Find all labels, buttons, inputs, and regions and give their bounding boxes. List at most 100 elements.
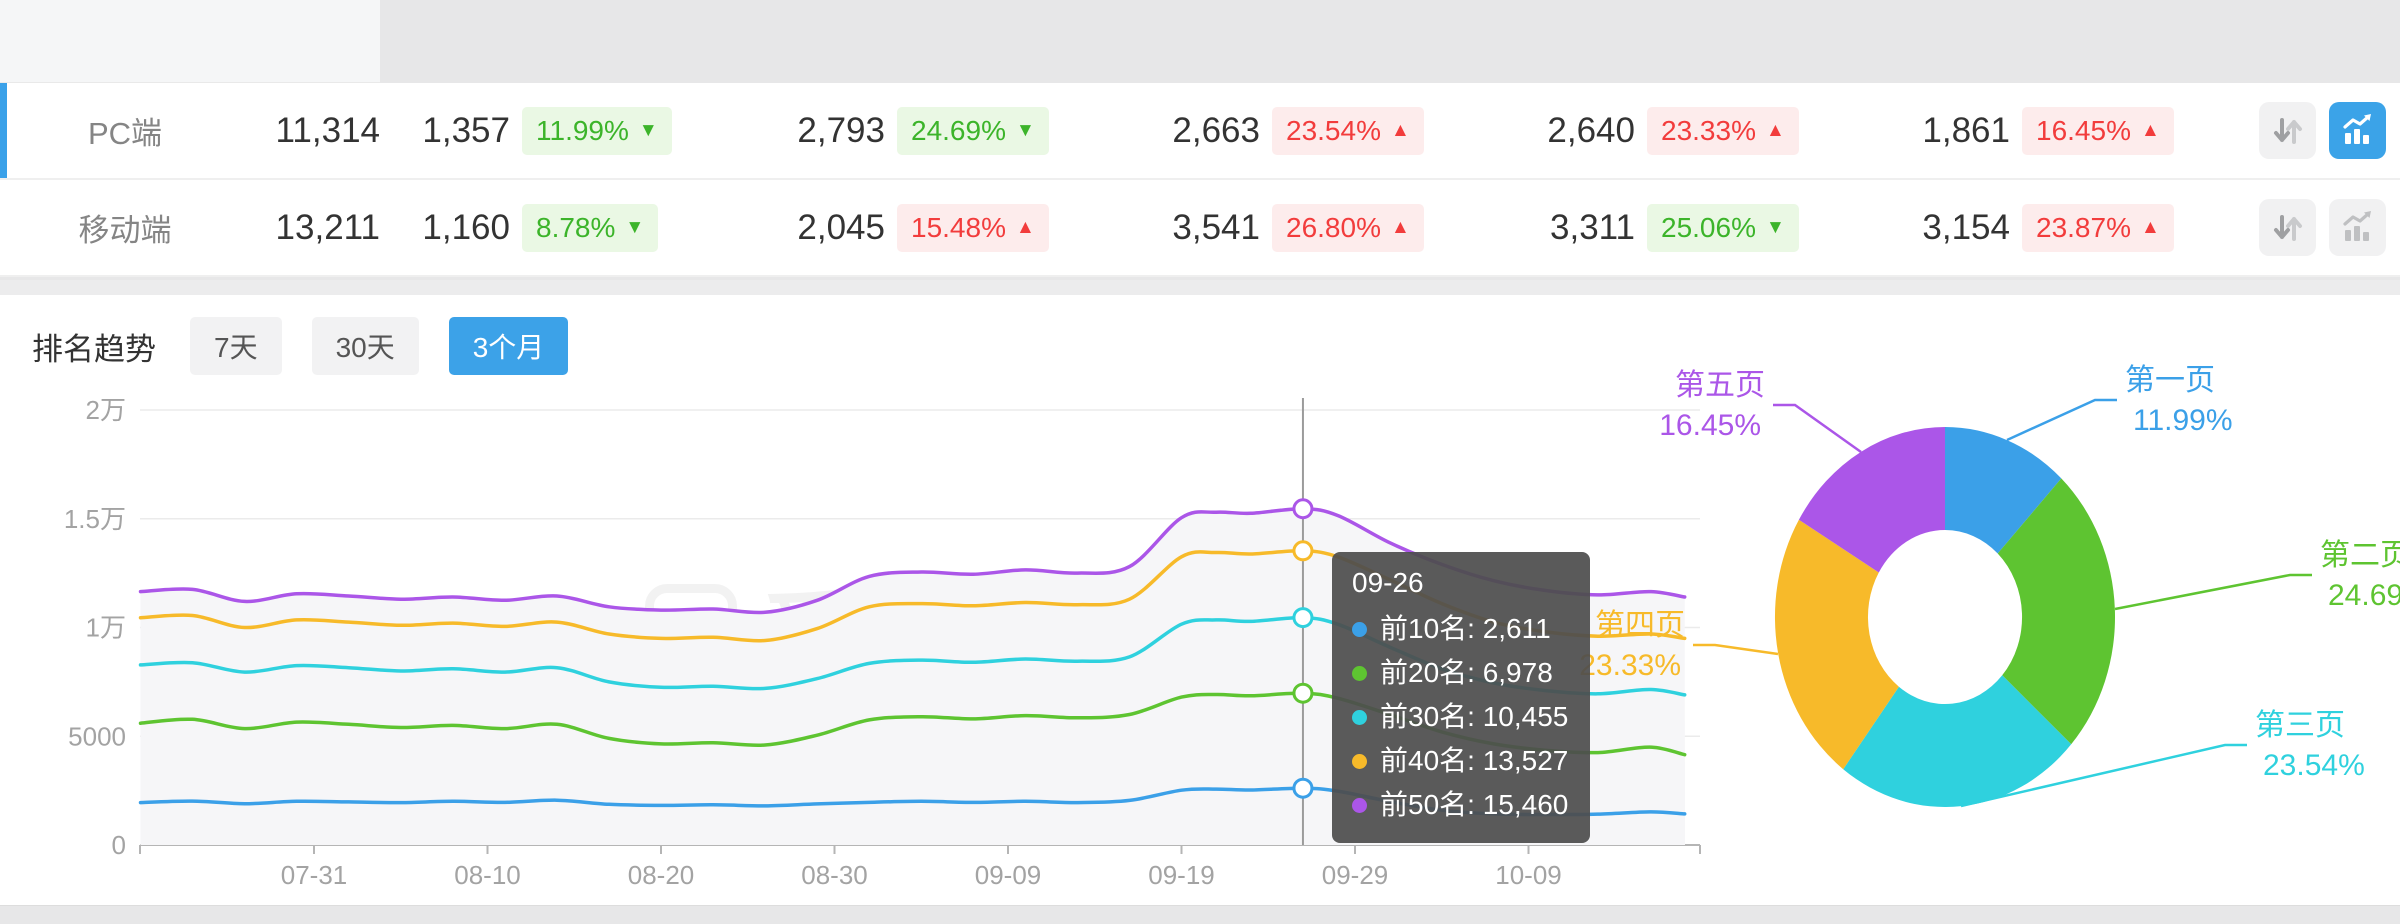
tooltip-value: 前50名: 15,460 [1380,789,1569,820]
sort-arrows-icon [2273,117,2302,144]
page3-change-cell: 26.80% ▲ [1260,203,1505,252]
change-percent: 15.48% [911,211,1006,243]
y-axis-tick-label: 2万 [86,395,126,425]
y-axis-tick-label: 1.5万 [64,504,126,534]
donut-label-line-第一页 [2006,398,2117,442]
chart-tooltip: 09-26 前10名: 2,611 前20名: 6,978 前30名: 10,455… [1332,552,1591,843]
crosshair-marker-前10名 [1292,777,1314,799]
show-trend-button[interactable] [2329,199,2386,256]
donut-slice-第三页[interactable] [1843,675,2072,808]
page3-count: 3,541 [1172,207,1260,247]
donut-label-name: 第一页 [2125,364,2215,397]
tooltip-row: 前50名: 15,460 [1352,783,1568,827]
change-percent: 23.33% [1661,114,1756,146]
page5-count: 3,154 [1922,207,2010,247]
change-badge: 11.99% ▼ [522,106,672,155]
change-percent: 26.80% [1286,211,1381,243]
page-bottom-background [0,905,2400,924]
donut-slice-第一页[interactable] [1945,427,2062,554]
change-percent: 24.69% [911,114,1006,146]
donut-label-line-第三页 [1960,743,2247,808]
donut-slice-第二页[interactable] [1997,478,2116,745]
y-axis-tick-label: 0 [112,830,126,860]
series-dot-icon [1352,665,1367,681]
trend-title: 排名趋势 [32,331,156,367]
sort-arrows-icon [2273,214,2302,241]
crosshair-marker-前40名 [1292,540,1314,562]
trend-header: 排名趋势 7天 30天 3个月 [32,317,569,375]
tooltip-row: 前10名: 2,611 [1352,607,1568,651]
platform-row-mobile[interactable]: 移动端 13,211 1,160 8.78% ▼ 2,045 15.48% ▲ 3,541 26.… [0,180,2400,277]
trend-charts-canvas: 0 5000 1万 1.5万 2万 07-31 08-10 08-20 08-30 09-09 09… [64,364,2400,890]
area-fill [140,508,1685,845]
crosshair-marker-前20名 [1292,682,1314,704]
trend-section: 排名趋势 7天 30天 3个月 爱站网 050001万1.5万2万07-3108… [0,295,2400,905]
change-badge: 23.54% ▲ [1272,106,1424,155]
donut-label-name: 第三页 [2255,709,2345,742]
change-badge: 8.78% ▼ [522,203,659,252]
platform-row-pc[interactable]: PC端 11,314 1,357 11.99% ▼ 2,793 24.69% ▼ 2,663 23… [0,83,2400,180]
tooltip-value: 前40名: 13,527 [1380,745,1569,776]
page2-change-cell: 24.69% ▼ [885,106,1130,155]
tooltip-date: 09-26 [1352,567,1424,598]
page4-count: 3,311 [1550,207,1635,247]
series-dot-icon [1352,753,1367,769]
series-dot-icon [1352,797,1367,813]
donut-slice-第五页[interactable] [1798,427,1945,573]
x-axis-tick-label: 09-29 [1322,860,1389,890]
arrow-up-icon: ▲ [1765,119,1785,141]
donut-label-line-第二页 [2114,573,2312,611]
sort-button[interactable] [2259,199,2316,256]
platform-label: 移动端 [78,213,172,248]
show-trend-button[interactable] [2329,102,2386,159]
x-axis-tick-label: 09-09 [975,860,1042,890]
change-badge: 15.48% ▲ [897,203,1049,252]
sort-button[interactable] [2259,102,2316,159]
x-axis-tick-label: 09-19 [1148,860,1215,890]
donut-label-name: 第四页 [1595,609,1685,642]
page5-count: 1,861 [1922,110,2010,150]
donut-label-percent: 23.33% [1579,649,1681,682]
change-percent: 8.78% [536,211,616,243]
tab-30days[interactable]: 30天 [311,317,419,375]
trend-chart-icon [2342,210,2371,241]
x-axis-tick-label: 08-20 [628,860,695,890]
donut-slice-第四页[interactable] [1774,519,1899,770]
crosshair-marker-前50名 [1292,498,1314,520]
page5-change-cell: 23.87% ▲ [2010,203,2255,252]
tooltip-value: 前10名: 2,611 [1380,613,1551,644]
change-badge: 23.87% ▲ [2022,203,2174,252]
page2-count: 2,793 [797,110,885,150]
total-words-value: 13,211 [275,207,380,247]
page1-count: 1,160 [422,207,510,247]
page1-count: 1,357 [422,110,510,150]
x-axis-tick-label: 10-09 [1495,860,1562,890]
trend-chart-icon [2342,113,2371,144]
change-badge: 16.45% ▲ [2022,106,2174,155]
donut-label-line-第五页 [1773,403,1862,454]
tab-7days[interactable]: 7天 [190,317,282,375]
tab-3months[interactable]: 3个月 [448,317,569,375]
page4-change-cell: 25.06% ▼ [1635,203,1880,252]
row-actions [2255,102,2400,159]
y-axis-tick-label: 1万 [86,613,126,643]
change-percent: 23.54% [1286,114,1381,146]
arrow-up-icon: ▲ [2140,216,2160,238]
page2-change-cell: 15.48% ▲ [885,203,1130,252]
platform-label: PC端 [87,116,163,151]
change-percent: 16.45% [2036,114,2131,146]
arrow-up-icon: ▲ [1390,119,1410,141]
change-badge: 23.33% ▲ [1647,106,1799,155]
series-dot-icon [1352,621,1367,637]
donut-label-percent: 11.99% [2133,404,2233,437]
total-words-value: 11,314 [275,110,380,150]
x-axis-tick-label: 07-31 [281,860,348,890]
change-percent: 11.99% [536,114,629,146]
page1-change-cell: 11.99% ▼ [510,106,755,155]
donut-label-line-第四页 [1693,643,1779,656]
page3-count: 2,663 [1172,110,1260,150]
x-axis-tick-label: 08-10 [454,860,521,890]
tooltip-row: 前30名: 10,455 [1352,695,1568,739]
